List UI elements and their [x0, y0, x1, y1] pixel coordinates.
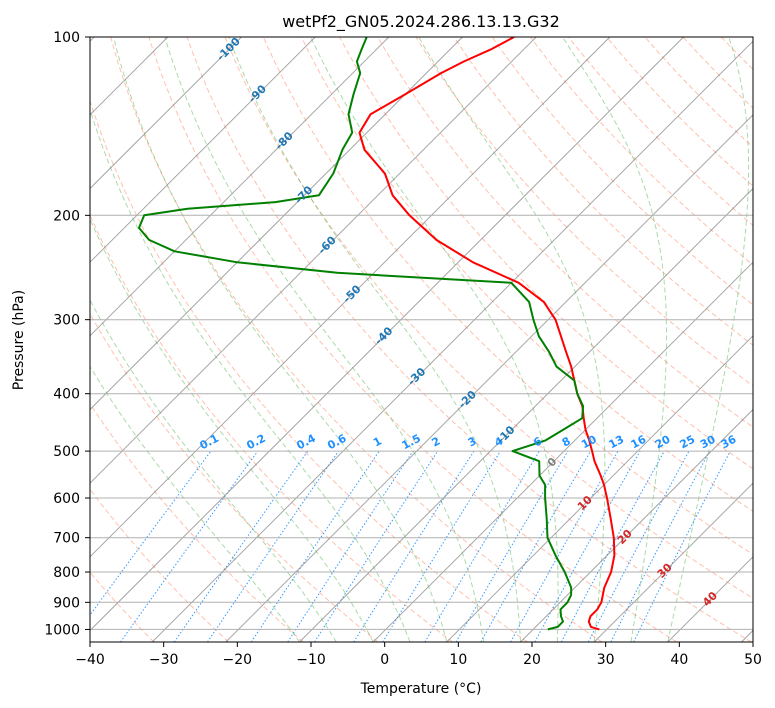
isotherm-line: [90, 37, 684, 632]
mixing-ratio-line: [90, 450, 212, 616]
y-axis-label: Pressure (hPa): [11, 290, 27, 390]
y-tick-label: 100: [53, 30, 80, 46]
isotherm-line: [90, 37, 611, 558]
x-tick-label: −20: [223, 652, 253, 668]
y-tick-label: 900: [53, 595, 80, 611]
plot-frame: [89, 36, 754, 643]
y-tick-label: 700: [53, 531, 80, 547]
x-axis-label: Temperature (°C): [360, 681, 482, 697]
moist-adiabat-line: [90, 299, 337, 642]
chart-title: wetPf2_GN05.2024.286.13.13.G32: [282, 12, 560, 32]
y-tick-label: 200: [53, 208, 80, 224]
mixing-ratio-label: 10: [579, 433, 599, 452]
dry-adiabat-line: [415, 37, 753, 387]
mixing-ratio-line: [587, 450, 690, 642]
mixing-ratio-line: [560, 450, 665, 642]
x-tick-label: −40: [75, 652, 105, 668]
dry-adiabat-line: [339, 37, 753, 470]
dry-adiabat-line: [262, 37, 753, 555]
moist-adiabat-line: [113, 37, 448, 642]
isotherm-line: [151, 40, 753, 642]
moist-adiabat-line: [90, 217, 374, 642]
x-tick-label: 50: [744, 652, 762, 668]
axes: −40 −30 −20 −10 0 10 20 30 40 50 1000 900 800 700 600 5…: [44, 30, 762, 668]
isotherm-line: [299, 187, 753, 642]
mixing-ratio-line: [534, 450, 641, 642]
mixing-ratio-line: [510, 450, 619, 642]
mixing-ratio-line: [382, 450, 501, 642]
isotherm-line: [372, 261, 753, 642]
moist-adiabat-line: [562, 37, 667, 642]
y-tick-label: 800: [53, 565, 80, 581]
mixing-ratio-line: [173, 450, 309, 642]
x-tick-label: 20: [523, 652, 541, 668]
x-tick-label: 30: [597, 652, 615, 668]
grid-lines: [90, 37, 753, 642]
mixing-ratio-line: [314, 450, 439, 642]
mixing-ratio-label: 16: [629, 433, 649, 452]
mixing-ratio-line: [353, 450, 475, 642]
x-tick-label: −30: [149, 652, 179, 668]
dry-adiabat-line: [90, 99, 528, 642]
mixing-ratio-line: [250, 450, 380, 642]
isotherm-line: [90, 37, 390, 337]
isotherm-line: [593, 482, 753, 642]
mixing-ratio-line: [610, 450, 710, 642]
dewpoint-profile-line: [138, 37, 585, 631]
dry-adiabat-line: [90, 312, 379, 642]
isotherm-line: [90, 37, 242, 190]
x-tick-label: −10: [296, 652, 326, 668]
mixing-ratio-line: [287, 450, 414, 642]
y-tick-label: 600: [53, 491, 80, 507]
mixing-ratio-line: [120, 450, 259, 642]
plot-background: [90, 37, 753, 642]
isotherm-line: [446, 335, 753, 642]
isotherm-line: [520, 408, 753, 642]
mixing-ratio-label: 36: [719, 433, 739, 452]
sounding-series: [138, 37, 616, 631]
isotherm-line: [225, 114, 753, 642]
mixing-ratio-line: [424, 450, 540, 642]
moist-adiabat-line: [90, 107, 411, 642]
mixing-ratio-label: 20: [653, 433, 673, 452]
y-tick-label: 400: [53, 387, 80, 403]
mixing-ratio-label: 25: [678, 433, 698, 452]
mixing-ratio-label: 30: [698, 433, 718, 452]
x-tick-label: 0: [380, 652, 389, 668]
moist-adiabat-line: [228, 37, 521, 642]
mixing-ratio-line: [633, 450, 731, 642]
dry-adiabat-line: [491, 37, 753, 306]
dry-adiabat-line: [90, 214, 453, 642]
dry-adiabat-line: [224, 37, 753, 599]
mixing-ratio-line: [207, 450, 340, 642]
x-tick-label: 40: [670, 652, 688, 668]
y-tick-label: 500: [53, 444, 80, 460]
isotherm-line: [90, 37, 316, 263]
y-tick-label: 300: [53, 313, 80, 329]
moist-adiabat-line: [164, 37, 485, 642]
dry-adiabat-line: [110, 37, 603, 642]
dry-adiabat-line: [186, 37, 752, 642]
dry-adiabat-line: [90, 488, 229, 642]
dry-adiabat-line: [90, 571, 155, 642]
dry-adiabat-line: [759, 37, 775, 642]
isotherm-line: [90, 37, 537, 484]
x-tick-label: 10: [449, 652, 467, 668]
moist-adiabat-line: [667, 37, 750, 642]
y-tick-label: 1000: [44, 622, 80, 638]
mixing-ratio-label: 13: [607, 433, 627, 452]
dry-adiabat-line: [148, 37, 677, 642]
dry-adiabat-line: [90, 402, 304, 642]
